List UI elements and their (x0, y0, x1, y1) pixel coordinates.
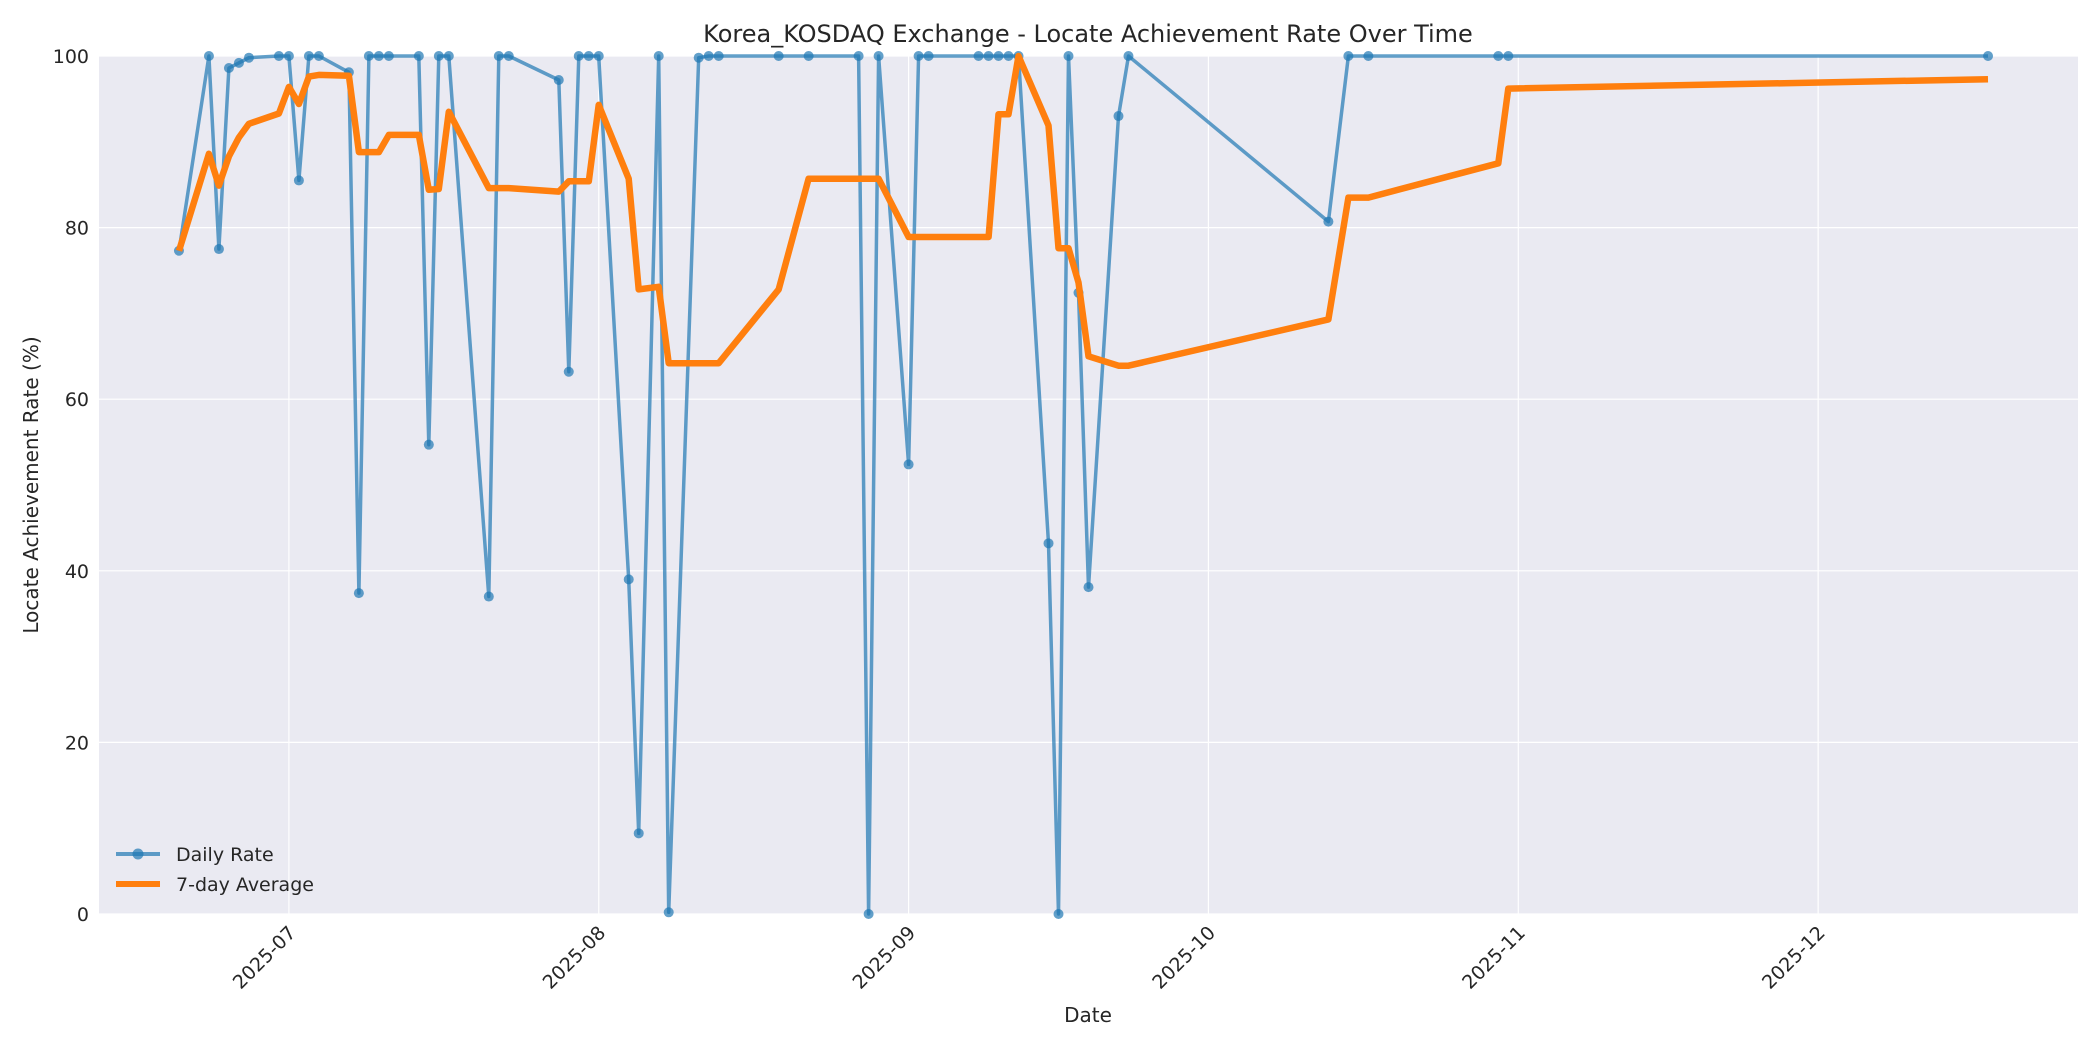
daily-rate-marker (983, 51, 994, 61)
daily-rate-marker (1343, 51, 1354, 61)
daily-rate-marker (503, 51, 514, 61)
daily-rate-marker (1043, 538, 1054, 549)
daily-rate-marker (233, 57, 244, 68)
daily-rate-marker (413, 51, 424, 61)
daily-rate-marker (303, 51, 314, 61)
daily-rate-marker (923, 51, 934, 61)
daily-rate-marker (773, 51, 784, 61)
y-axis-ticks: 0 20 40 60 80 100 (53, 46, 89, 926)
daily-rate-marker (1123, 51, 1134, 61)
plot-area (99, 56, 2078, 914)
daily-rate-marker (803, 51, 814, 61)
daily-rate-marker (283, 51, 294, 61)
daily-rate-marker (553, 75, 564, 86)
daily-rate-marker (653, 51, 664, 61)
daily-rate-marker (213, 244, 224, 255)
daily-rate-marker (593, 51, 604, 61)
daily-rate-series (173, 51, 1994, 919)
daily-rate-marker (443, 51, 454, 61)
daily-rate-marker (1983, 51, 1994, 61)
daily-rate-marker (433, 51, 444, 61)
daily-rate-marker (993, 51, 1004, 61)
legend-daily-marker-icon (132, 848, 144, 860)
seven-day-average-line (175, 52, 1989, 369)
daily-rate-marker (353, 588, 364, 599)
daily-rate-marker (563, 366, 574, 377)
daily-rate-marker (1503, 51, 1514, 61)
chart-title: Korea_KOSDAQ Exchange - Locate Achieveme… (703, 20, 1473, 48)
daily-rate-marker (1053, 909, 1064, 919)
daily-rate-marker (633, 828, 644, 839)
daily-rate-marker (903, 459, 914, 470)
daily-rate-marker (1113, 111, 1124, 122)
daily-rate-marker (373, 51, 384, 61)
y-tick-label: 40 (65, 561, 89, 583)
daily-rate-marker (873, 51, 884, 61)
legend-avg-label: 7-day Average (176, 874, 314, 896)
daily-rate-marker (693, 52, 704, 63)
daily-rate-marker (493, 51, 504, 61)
daily-rate-marker (1003, 51, 1014, 61)
daily-rate-marker (1493, 51, 1504, 61)
daily-rate-marker (243, 52, 254, 63)
daily-rate-marker (1083, 582, 1094, 593)
daily-rate-marker (483, 591, 494, 602)
daily-rate-marker (1323, 216, 1334, 227)
daily-rate-marker (423, 439, 434, 450)
daily-rate-marker (1363, 51, 1374, 61)
daily-rate-marker (203, 51, 214, 61)
daily-rate-marker (223, 63, 234, 74)
daily-rate-marker (313, 51, 324, 61)
legend-daily-label: Daily Rate (176, 844, 274, 866)
y-tick-label: 20 (65, 732, 89, 754)
daily-rate-marker (713, 51, 724, 61)
daily-rate-marker (703, 51, 714, 61)
y-tick-label: 0 (77, 904, 89, 926)
seven-day-average-series (175, 52, 1989, 369)
daily-rate-marker (623, 574, 634, 585)
daily-rate-marker (663, 907, 674, 918)
daily-rate-marker (973, 51, 984, 61)
daily-rate-marker (293, 175, 304, 186)
daily-rate-marker (853, 51, 864, 61)
daily-rate-marker (573, 51, 584, 61)
daily-rate-marker (863, 909, 874, 919)
daily-rate-marker (1063, 51, 1074, 61)
daily-rate-marker (383, 51, 394, 61)
daily-rate-marker (913, 51, 924, 61)
y-axis-label: Locate Achievement Rate (%) (19, 336, 43, 633)
daily-rate-marker (273, 51, 284, 61)
y-tick-label: 100 (53, 46, 89, 68)
x-axis-label: Date (1064, 1003, 1112, 1027)
legend: Daily Rate 7-day Average (116, 844, 314, 896)
daily-rate-marker (363, 51, 374, 61)
y-tick-label: 80 (65, 218, 89, 240)
daily-rate-marker (583, 51, 594, 61)
y-tick-label: 60 (65, 389, 89, 411)
